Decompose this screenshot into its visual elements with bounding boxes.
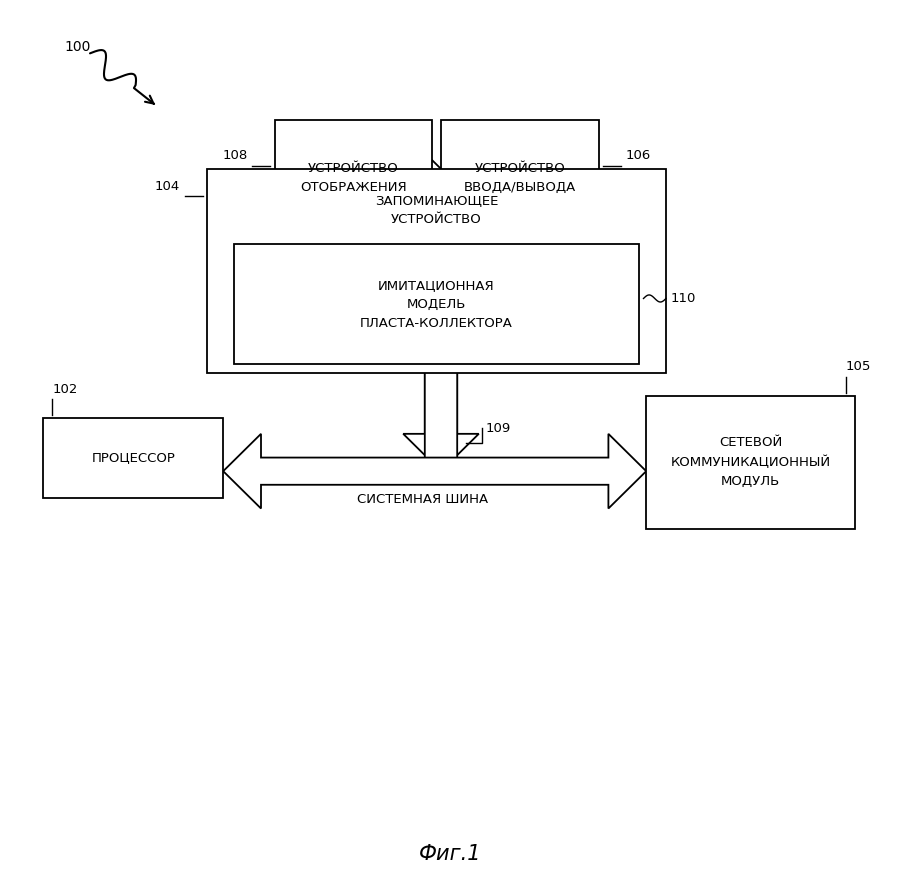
Text: ИМИТАЦИОННАЯ
МОДЕЛЬ
ПЛАСТА-КОЛЛЕКТОРА: ИМИТАЦИОННАЯ МОДЕЛЬ ПЛАСТА-КОЛЛЕКТОРА: [360, 279, 513, 330]
Text: СИСТЕМНАЯ ШИНА: СИСТЕМНАЯ ШИНА: [357, 493, 489, 507]
Bar: [234, 244, 639, 364]
Polygon shape: [223, 434, 646, 509]
Bar: [441, 120, 598, 236]
Text: ЗАПОМИНАЮЩЕЕ
УСТРОЙСТВО: ЗАПОМИНАЮЩЕЕ УСТРОЙСТВО: [374, 194, 499, 226]
Text: УСТРОЙСТВО
ОТОБРАЖЕНИЯ: УСТРОЙСТВО ОТОБРАЖЕНИЯ: [300, 162, 407, 194]
Text: СЕТЕВОЙ
КОММУНИКАЦИОННЫЙ
МОДУЛЬ: СЕТЕВОЙ КОММУНИКАЦИОННЫЙ МОДУЛЬ: [670, 436, 831, 488]
Text: ПРОЦЕССОР: ПРОЦЕССОР: [91, 452, 176, 464]
Text: 105: 105: [846, 360, 871, 373]
Bar: [207, 169, 666, 373]
Text: 109: 109: [486, 422, 511, 435]
Polygon shape: [403, 132, 479, 471]
Text: 106: 106: [626, 148, 651, 162]
Bar: [274, 120, 432, 236]
Text: 102: 102: [52, 382, 77, 396]
Text: 108: 108: [222, 148, 248, 162]
Text: УСТРОЙСТВО
ВВОДА/ВЫВОДА: УСТРОЙСТВО ВВОДА/ВЫВОДА: [464, 162, 576, 194]
Text: 100: 100: [65, 40, 91, 54]
Text: Фиг.1: Фиг.1: [418, 845, 482, 864]
Text: 110: 110: [670, 292, 696, 305]
Polygon shape: [403, 236, 479, 471]
Bar: [43, 418, 223, 498]
Bar: [646, 396, 855, 529]
Text: 104: 104: [155, 180, 180, 193]
